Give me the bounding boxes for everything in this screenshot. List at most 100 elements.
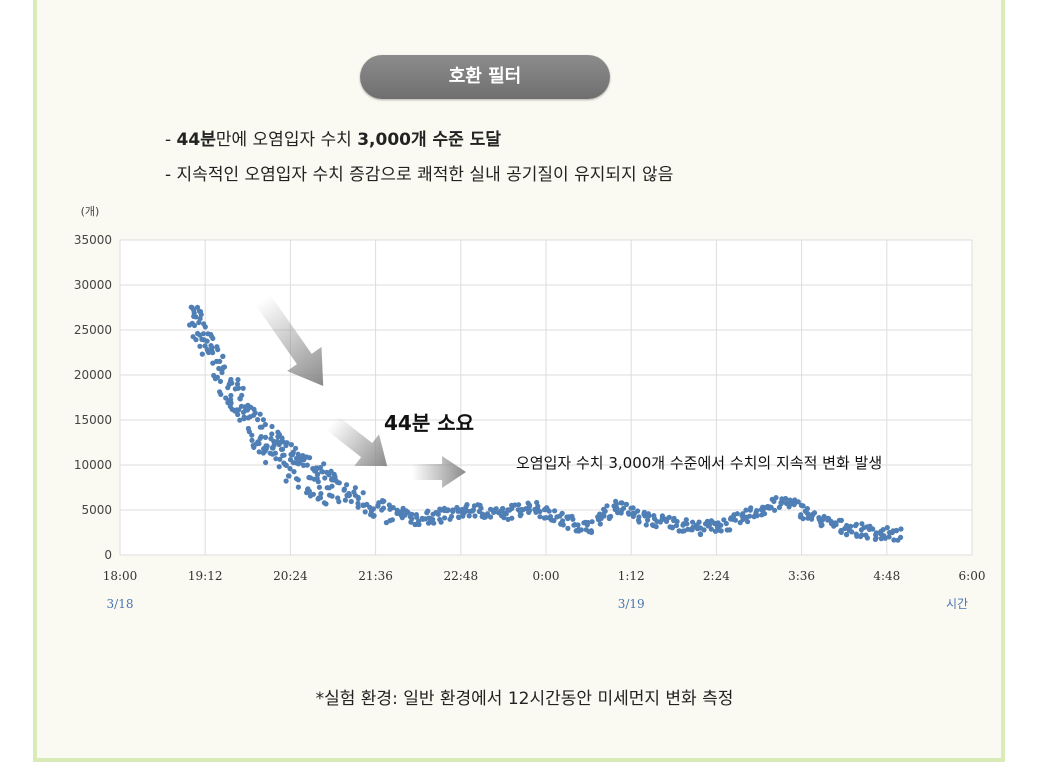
data-point: [727, 527, 733, 533]
data-point: [541, 515, 548, 521]
data-point: [674, 518, 680, 525]
data-point: [409, 516, 415, 522]
data-point: [352, 485, 358, 491]
data-point: [793, 499, 799, 505]
data-point: [320, 469, 326, 475]
data-point: [214, 344, 220, 350]
data-point: [262, 421, 268, 428]
y-tick-label: 25000: [74, 323, 112, 337]
data-point: [210, 350, 216, 356]
data-points: [187, 304, 904, 543]
y-tick-label: 20000: [74, 368, 112, 382]
data-point: [684, 521, 690, 527]
data-point: [293, 476, 300, 482]
data-point: [360, 490, 366, 496]
data-point: [288, 442, 294, 448]
data-point: [197, 316, 203, 322]
data-point: [838, 517, 845, 524]
data-point: [723, 520, 729, 527]
data-point: [317, 465, 323, 471]
data-point: [370, 513, 376, 519]
data-point: [645, 511, 652, 517]
data-point: [628, 505, 634, 511]
data-point: [898, 534, 904, 541]
data-point: [295, 451, 301, 457]
data-point: [697, 531, 703, 537]
data-point: [849, 529, 855, 535]
data-point: [437, 516, 443, 523]
data-point: [209, 345, 215, 351]
x-tick-label: 19:12: [188, 569, 223, 583]
data-point: [601, 506, 607, 512]
description-line-1: - 44분만에 오염입자 수치 3,000개 수준 도달: [165, 130, 502, 150]
data-point: [283, 478, 289, 484]
data-point: [499, 506, 506, 512]
data-point: [346, 493, 352, 499]
data-point: [560, 522, 566, 528]
data-point: [246, 429, 252, 435]
data-point: [571, 522, 577, 528]
data-point: [681, 528, 687, 534]
data-point: [614, 505, 620, 511]
data-point: [271, 438, 277, 444]
data-point: [329, 483, 335, 489]
data-point: [570, 516, 576, 522]
data-point: [613, 501, 620, 507]
data-point: [348, 498, 354, 505]
data-point: [811, 510, 818, 516]
data-point: [193, 314, 199, 320]
data-point: [800, 503, 806, 509]
data-point: [778, 500, 784, 506]
data-point: [282, 462, 289, 468]
x-unit-label: 시간: [946, 597, 968, 611]
data-point: [688, 527, 694, 533]
data-point: [886, 534, 892, 540]
arrow-icon: [326, 415, 388, 467]
data-point: [323, 501, 329, 507]
data-point: [220, 353, 226, 359]
x-tick-label: 0:00: [533, 569, 560, 583]
data-point: [718, 522, 724, 528]
data-point: [281, 452, 287, 458]
data-point: [198, 311, 204, 318]
chart-grid: 0 5000 10000 15000 20000 25000 30000 35000 18:00…: [74, 233, 986, 611]
data-point: [884, 525, 890, 531]
trend-arrows: [255, 294, 466, 488]
data-point: [585, 519, 591, 526]
data-point: [200, 331, 207, 337]
data-point: [459, 506, 465, 513]
data-point: [234, 381, 241, 387]
data-point: [618, 510, 624, 516]
duration-annotation: 44분 소요: [384, 411, 474, 435]
data-point: [240, 385, 246, 391]
data-point: [800, 516, 806, 522]
data-point: [645, 517, 651, 523]
data-point: [560, 518, 566, 524]
data-point: [287, 466, 293, 472]
data-point: [362, 509, 368, 515]
data-point: [760, 504, 766, 510]
data-point: [493, 506, 499, 512]
x-tick-label: 18:00: [103, 569, 138, 583]
data-point: [456, 514, 462, 520]
data-point: [552, 508, 558, 514]
data-point: [544, 505, 550, 511]
data-point: [301, 462, 307, 468]
data-point: [283, 442, 289, 449]
data-point: [288, 451, 294, 458]
data-point: [255, 417, 261, 423]
data-point: [833, 521, 839, 528]
data-point: [575, 522, 581, 528]
data-point: [310, 491, 316, 497]
data-point: [228, 376, 234, 383]
data-point: [503, 511, 509, 517]
y-tick-label: 5000: [81, 503, 112, 517]
data-point: [697, 525, 704, 531]
data-point: [469, 508, 475, 514]
data-point: [519, 506, 525, 513]
data-point: [450, 508, 456, 515]
data-point: [390, 505, 396, 511]
x-tick-label: 21:36: [358, 569, 393, 583]
data-point: [293, 445, 299, 451]
data-point: [696, 519, 702, 525]
